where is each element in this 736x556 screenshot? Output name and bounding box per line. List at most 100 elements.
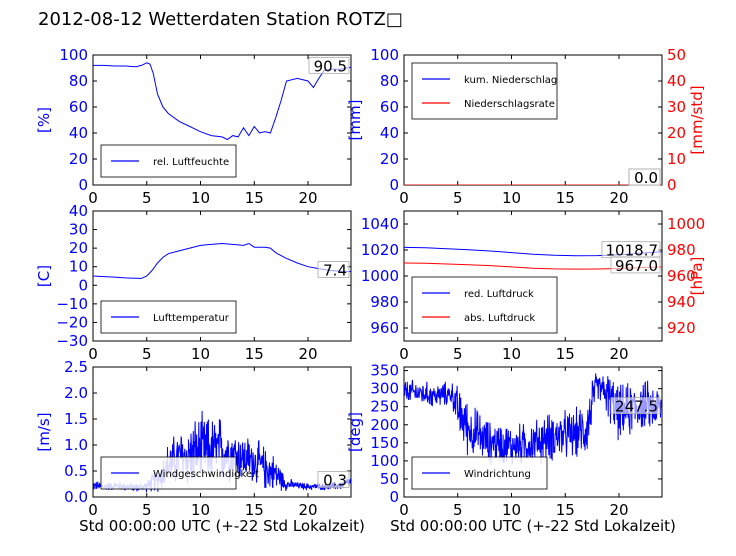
y-axis-label: [mm] bbox=[346, 100, 364, 141]
y-tick-label: −30 bbox=[56, 332, 88, 350]
annotation-value: 0.0 bbox=[634, 169, 658, 187]
y-right-tick-label: 980 bbox=[667, 241, 696, 259]
x-tick-label: 15 bbox=[245, 189, 264, 207]
y-tick-label: 0.5 bbox=[64, 462, 88, 480]
legend-label: kum. Niederschlag bbox=[464, 75, 557, 86]
y-tick-label: 10 bbox=[69, 258, 88, 276]
y-tick-label: 1.0 bbox=[64, 436, 88, 454]
annotation-value: 247.5 bbox=[615, 398, 658, 416]
y-right-tick-label: 0 bbox=[667, 176, 677, 194]
series-line bbox=[404, 373, 662, 465]
y-tick-label: 100 bbox=[59, 46, 88, 64]
y-tick-label: 0 bbox=[389, 488, 399, 506]
figure-title: 2012-08-12 Wetterdaten Station ROTZ□ bbox=[38, 9, 403, 30]
x-tick-label: 10 bbox=[502, 189, 521, 207]
series-line bbox=[93, 62, 351, 141]
annotation-value: 967.0 bbox=[615, 257, 658, 275]
y-right-tick-label: 960 bbox=[667, 267, 696, 285]
annotation-value: 90.5 bbox=[314, 57, 347, 75]
x-tick-label: 20 bbox=[609, 345, 628, 363]
x-tick-label: 10 bbox=[191, 501, 210, 519]
legend-label: Lufttemperatur bbox=[153, 313, 230, 324]
y-tick-label: 20 bbox=[380, 150, 399, 168]
y-tick-label: 150 bbox=[370, 434, 399, 452]
y-tick-label: 1000 bbox=[361, 267, 399, 285]
y-right-tick-label: 10 bbox=[667, 150, 686, 168]
x-tick-label: 10 bbox=[502, 345, 521, 363]
y-tick-label: −20 bbox=[56, 313, 88, 331]
annotation-box bbox=[308, 56, 350, 74]
y-axis-label: [C] bbox=[35, 265, 53, 287]
x-tick-label: 5 bbox=[142, 501, 152, 519]
y-axis-label: [deg] bbox=[346, 412, 364, 452]
y-tick-label: 1040 bbox=[361, 215, 399, 233]
y-tick-label: 80 bbox=[380, 72, 399, 90]
legend-label: rel. Luftfeuchte bbox=[153, 157, 229, 168]
y-right-tick-label: 30 bbox=[667, 98, 686, 116]
annotation-box bbox=[610, 397, 661, 415]
y-tick-label: 300 bbox=[370, 380, 399, 398]
y-tick-label: −10 bbox=[56, 295, 88, 313]
x-tick-label: 10 bbox=[191, 345, 210, 363]
legend-box bbox=[100, 456, 237, 490]
annotation-value: 7.4 bbox=[323, 262, 347, 280]
x-tick-label: 0 bbox=[88, 501, 98, 519]
y-tick-label: 40 bbox=[69, 124, 88, 142]
y-axis-label: [m/s] bbox=[35, 412, 53, 451]
y-tick-label: 40 bbox=[380, 124, 399, 142]
x-axis-label: Std 00:00:00 UTC (+-22 Std Lokalzeit) bbox=[390, 517, 676, 535]
y-tick-label: 60 bbox=[69, 98, 88, 116]
y-tick-label: 60 bbox=[380, 98, 399, 116]
y-tick-label: 0 bbox=[78, 176, 88, 194]
annotation-box bbox=[317, 470, 350, 488]
x-tick-label: 20 bbox=[609, 501, 628, 519]
y-tick-label: 80 bbox=[69, 72, 88, 90]
x-tick-label: 15 bbox=[556, 345, 575, 363]
x-tick-label: 0 bbox=[88, 345, 98, 363]
y-tick-label: 0.0 bbox=[64, 488, 88, 506]
x-tick-label: 0 bbox=[399, 189, 409, 207]
annotation-box bbox=[628, 168, 661, 186]
legend-label: abs. Luftdruck bbox=[464, 313, 535, 324]
x-tick-label: 15 bbox=[556, 189, 575, 207]
series-line bbox=[93, 242, 351, 279]
x-tick-label: 10 bbox=[191, 189, 210, 207]
x-tick-label: 0 bbox=[399, 345, 409, 363]
annotation-value: 0.3 bbox=[323, 471, 347, 489]
legend-label: Windrichtung bbox=[464, 469, 531, 480]
annotation-box bbox=[317, 261, 350, 278]
legend-box bbox=[411, 276, 558, 334]
y-right-axis-label: [mm/std] bbox=[688, 85, 706, 154]
x-tick-label: 10 bbox=[502, 501, 521, 519]
x-tick-label: 15 bbox=[245, 345, 264, 363]
y-tick-label: 20 bbox=[69, 150, 88, 168]
x-tick-label: 5 bbox=[453, 501, 463, 519]
y-right-axis-label: [hPa] bbox=[688, 257, 706, 296]
legend-label: Windgeschwindigkeit bbox=[153, 469, 259, 480]
y-tick-label: 40 bbox=[69, 202, 88, 220]
y-tick-label: 960 bbox=[370, 319, 399, 337]
x-tick-label: 20 bbox=[609, 189, 628, 207]
y-tick-label: 0 bbox=[78, 276, 88, 294]
y-tick-label: 1020 bbox=[361, 241, 399, 259]
annotation-value: 1018.7 bbox=[606, 242, 659, 260]
y-axis-label: [%] bbox=[35, 107, 53, 133]
x-tick-label: 0 bbox=[399, 501, 409, 519]
y-right-tick-label: 20 bbox=[667, 124, 686, 142]
x-axis-label: Std 00:00:00 UTC (+-22 Std Lokalzeit) bbox=[79, 517, 365, 535]
legend-label: red. Luftdruck bbox=[464, 289, 534, 300]
x-tick-label: 20 bbox=[298, 501, 317, 519]
x-tick-label: 15 bbox=[245, 501, 264, 519]
y-right-tick-label: 50 bbox=[667, 46, 686, 64]
y-tick-label: 20 bbox=[69, 239, 88, 257]
x-tick-label: 5 bbox=[142, 189, 152, 207]
x-tick-label: 20 bbox=[298, 345, 317, 363]
y-tick-label: 100 bbox=[370, 452, 399, 470]
x-tick-label: 15 bbox=[556, 501, 575, 519]
legend-label: Niederschlagsrate bbox=[464, 99, 555, 110]
y-tick-label: 200 bbox=[370, 416, 399, 434]
y-tick-label: 30 bbox=[69, 221, 88, 239]
y-tick-label: 980 bbox=[370, 293, 399, 311]
